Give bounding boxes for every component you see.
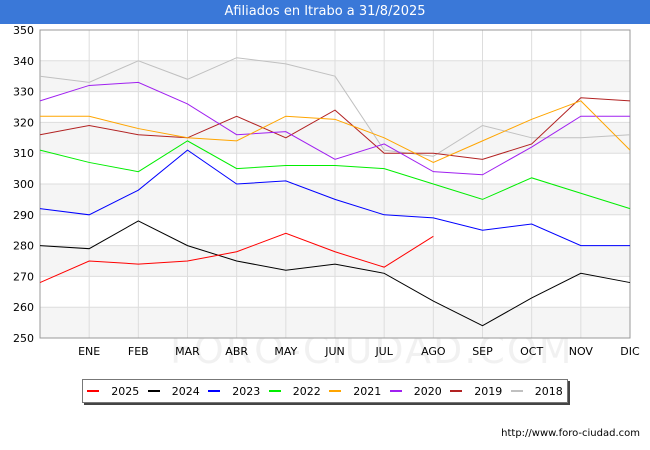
x-tick-label: JUL <box>374 345 393 358</box>
series-line-2023 <box>39 149 630 247</box>
legend-item-2024: 2024 <box>147 384 200 398</box>
legend-label: 2018 <box>534 384 563 398</box>
series-line-2024 <box>39 220 631 327</box>
legend-swatch <box>268 390 281 392</box>
legend-label: 2020 <box>413 384 442 398</box>
legend-item-2022: 2022 <box>268 384 321 398</box>
plot-frame <box>39 29 631 339</box>
legend-swatch <box>208 390 221 392</box>
series-line-2018 <box>39 57 631 157</box>
x-tick-label: AGO <box>421 345 446 358</box>
chart-title: Afiliados en Itrabo a 31/8/2025 <box>0 0 650 24</box>
legend-label: 2024 <box>171 384 200 398</box>
legend-item-2020: 2020 <box>389 384 442 398</box>
x-tick-label: ENE <box>78 345 100 358</box>
x-tick-label: JUN <box>324 345 345 358</box>
legend-item-2023: 2023 <box>208 385 260 398</box>
legend-label: 2021 <box>353 384 382 398</box>
series-line-2022 <box>39 140 631 210</box>
y-tick-label: 320 <box>13 116 34 129</box>
x-tick-label: FEB <box>128 345 149 358</box>
legend-swatch <box>147 390 160 392</box>
legend-label: 2022 <box>292 384 321 398</box>
legend-label: 2019 <box>474 384 503 398</box>
legend-item-2021: 2021 <box>329 385 381 398</box>
y-tick-label: 260 <box>13 301 34 314</box>
legend-swatch <box>510 390 523 392</box>
legend-swatch <box>87 390 100 392</box>
series-line-2019 <box>39 97 631 160</box>
x-tick-label: ABR <box>225 345 248 358</box>
x-tick-label: MAY <box>274 345 297 358</box>
x-tick-label: NOV <box>569 345 594 358</box>
series-line-2025 <box>39 232 434 284</box>
legend-label: 2025 <box>111 384 140 398</box>
series-line-2020 <box>39 81 630 176</box>
y-tick-label: 310 <box>13 147 34 160</box>
y-tick-label: 300 <box>13 178 34 191</box>
x-tick-label: MAR <box>175 345 200 358</box>
legend-label: 2023 <box>232 384 261 398</box>
legend-item-2019: 2019 <box>450 385 502 398</box>
y-tick-label: 330 <box>13 86 34 99</box>
y-tick-label: 270 <box>13 270 34 283</box>
legend-item-2025: 2025 <box>87 385 139 398</box>
x-tick-label: DIC <box>620 345 640 358</box>
x-tick-label: SEP <box>472 345 493 358</box>
y-tick-label: 250 <box>13 332 34 345</box>
y-tick-label: 280 <box>13 240 34 253</box>
y-tick-label: 350 <box>13 24 34 37</box>
series-line-2021 <box>40 100 631 163</box>
legend-swatch <box>389 390 402 392</box>
x-tick-label: OCT <box>520 345 543 358</box>
y-tick-label: 340 <box>13 55 34 68</box>
legend: 2025 2024 2023 2022 2021 2020 2019 2018 <box>82 379 568 403</box>
y-tick-label: 290 <box>13 209 34 222</box>
source-url: http://www.foro-ciudad.com <box>501 428 640 439</box>
legend-item-2018: 2018 <box>510 384 563 398</box>
legend-swatch <box>450 390 463 392</box>
legend-swatch <box>329 390 342 392</box>
